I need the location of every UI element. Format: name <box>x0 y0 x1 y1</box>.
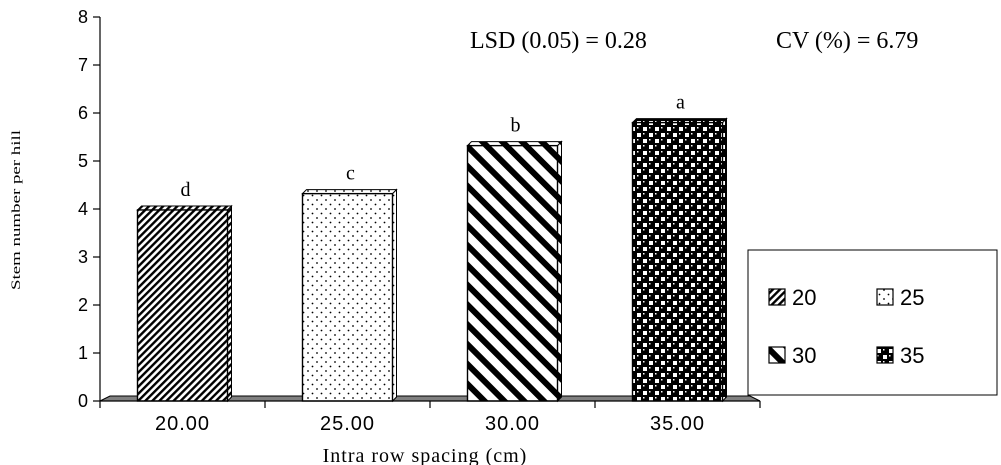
y-axis: 0 1 2 3 4 5 6 7 8 <box>78 7 101 411</box>
legend-swatch <box>768 288 786 306</box>
bar-letter-label: c <box>346 163 355 185</box>
y-tick-label: 6 <box>78 103 88 123</box>
y-tick-label: 0 <box>78 391 88 411</box>
legend-entry-35: 35 <box>876 343 924 368</box>
legend-label: 35 <box>900 343 924 368</box>
legend-entry-20: 20 <box>768 285 816 310</box>
x-tick-label: 25.00 <box>320 413 375 435</box>
legend-label: 30 <box>792 343 816 368</box>
bar-front <box>136 209 229 402</box>
legend-label: 25 <box>900 285 924 310</box>
legend-label: 20 <box>792 285 816 310</box>
legend-swatch <box>876 288 894 306</box>
y-tick-label: 5 <box>78 151 88 171</box>
x-tick-label: 30.00 <box>485 413 540 435</box>
bar-letter-label: a <box>676 92 685 114</box>
legend-entry-30: 30 <box>768 343 816 368</box>
legend-swatch <box>876 346 894 364</box>
bar-20.00: d <box>136 179 233 403</box>
annotation-lsd: LSD (0.05) = 0.28 <box>470 28 647 54</box>
bar-front <box>466 144 559 402</box>
legend-entry-25: 25 <box>876 285 924 310</box>
bars-group: d c b a <box>136 92 728 403</box>
y-tick-label: 8 <box>78 7 88 27</box>
x-tick-label: 35.00 <box>650 413 705 435</box>
x-tick-label: 20.00 <box>155 413 210 435</box>
y-axis-title: Stem number per hill <box>8 129 23 290</box>
bar-front <box>631 121 724 402</box>
y-tick-label: 2 <box>78 295 88 315</box>
bar-letter-label: b <box>511 115 521 137</box>
x-axis: 20.00 25.00 30.00 35.00 <box>99 400 761 435</box>
bar-letter-label: d <box>181 179 191 201</box>
y-tick-label: 3 <box>78 247 88 267</box>
annotation-cv: CV (%) = 6.79 <box>776 28 918 54</box>
bar-front <box>301 192 394 402</box>
legend: 20 25 30 35 <box>747 249 998 396</box>
y-tick-label: 7 <box>78 55 88 75</box>
x-axis-title: Intra row spacing (cm) <box>323 445 528 465</box>
legend-swatch <box>768 346 786 364</box>
bar-25.00: c <box>301 163 398 403</box>
y-tick-label: 1 <box>78 343 88 363</box>
bar-35.00: a <box>631 92 728 403</box>
legend-box <box>747 249 998 396</box>
bar-30.00: b <box>466 115 563 403</box>
y-tick-label: 4 <box>78 199 88 219</box>
